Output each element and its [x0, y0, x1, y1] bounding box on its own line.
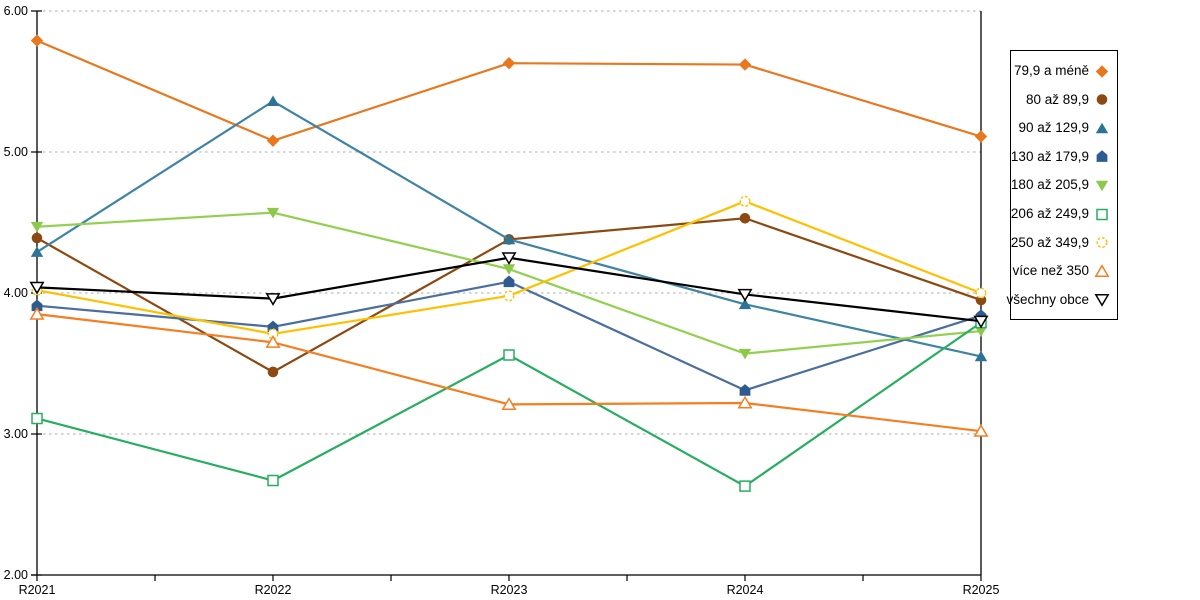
- y-tick-label: 3.00: [4, 427, 28, 441]
- chart-series-8: [29, 306, 989, 437]
- legend-label: 250 až 349,9: [1010, 234, 1089, 250]
- series-line: [36, 313, 982, 433]
- data-point-marker: [739, 195, 751, 207]
- legend-item-2: 80 až 89,9: [1011, 86, 1117, 112]
- chart-series-3: [30, 95, 988, 362]
- x-tick-label: R2025: [963, 583, 1000, 597]
- data-point-marker: [31, 412, 43, 425]
- triangle-down-marker-icon: [1094, 294, 1110, 308]
- data-point-marker: [267, 366, 279, 378]
- series-line: [36, 39, 982, 142]
- legend-item-6: 206 až 249,9: [1011, 201, 1117, 227]
- data-point-marker: [737, 395, 753, 409]
- diamond-marker-icon: [1095, 64, 1109, 78]
- data-point-marker: [738, 348, 752, 360]
- chart-series-7: [31, 195, 987, 340]
- pentagon-marker-icon: [1096, 150, 1108, 163]
- data-point-marker: [974, 326, 988, 337]
- y-tick-label: 5.00: [4, 145, 28, 159]
- legend-item-8: více než 350: [1011, 258, 1117, 284]
- legend-label: 206 až 249,9: [1010, 206, 1089, 222]
- data-point-marker: [739, 212, 751, 224]
- legend: 79,9 a méně 80 až 89,9 90 až 129,9 130 až 1…: [1006, 50, 1118, 320]
- data-point-marker: [973, 315, 989, 329]
- data-point-marker: [738, 58, 752, 71]
- legend-label: 79,9 a méně: [1013, 63, 1089, 79]
- circle-marker-icon: [1096, 94, 1108, 105]
- chart-series-1: [30, 34, 988, 147]
- legend-item-7: 250 až 349,9: [1011, 229, 1117, 255]
- data-point-marker: [31, 299, 43, 312]
- x-tick-label: R2024: [727, 583, 764, 597]
- data-point-marker: [737, 288, 753, 302]
- data-point-marker: [975, 287, 987, 299]
- data-point-marker: [30, 246, 44, 257]
- data-point-marker: [502, 56, 516, 70]
- data-point-marker: [503, 275, 515, 288]
- triangle-up-marker-icon: [1094, 263, 1110, 277]
- data-point-marker: [31, 232, 43, 244]
- triangle-down-marker-icon: [1095, 180, 1109, 192]
- legend-label: 130 až 179,9: [1010, 148, 1089, 164]
- legend-item-3: 90 až 129,9: [1011, 115, 1117, 141]
- chart-series-5: [30, 207, 988, 360]
- legend-label: všechny obce: [1006, 291, 1089, 307]
- data-point-marker: [973, 423, 989, 437]
- data-point-marker: [30, 34, 44, 47]
- x-tick-label: R2021: [19, 583, 56, 597]
- data-point-marker: [266, 134, 280, 147]
- data-point-marker: [503, 290, 515, 302]
- data-point-marker: [29, 281, 45, 295]
- data-point-marker: [738, 298, 752, 310]
- square-marker-icon: [1096, 208, 1108, 220]
- data-point-marker: [29, 306, 45, 320]
- data-point-marker: [265, 293, 281, 306]
- legend-item-9: všechny obce: [1006, 286, 1117, 312]
- x-tick-label: R2023: [491, 583, 528, 597]
- data-point-marker: [739, 384, 751, 396]
- data-point-marker: [974, 130, 988, 143]
- data-point-marker: [974, 350, 988, 362]
- y-tick-label: 6.00: [4, 4, 28, 18]
- legend-item-4: 130 až 179,9: [1011, 143, 1117, 169]
- chart-series-9: [29, 252, 989, 329]
- data-point-marker: [501, 252, 517, 266]
- legend-item-5: 180 až 205,9: [1011, 172, 1117, 198]
- legend-label: více než 350: [1012, 263, 1089, 279]
- legend-label: 90 až 129,9: [1018, 120, 1089, 136]
- data-point-marker: [739, 480, 751, 492]
- data-point-marker: [502, 264, 516, 275]
- circle-marker-icon: [1096, 237, 1108, 249]
- y-tick-label: 4.00: [4, 286, 28, 300]
- data-point-marker: [267, 474, 279, 487]
- x-tick-label: R2022: [255, 583, 292, 597]
- legend-label: 180 až 205,9: [1010, 177, 1089, 193]
- data-point-marker: [501, 397, 517, 410]
- triangle-up-marker-icon: [1095, 122, 1109, 134]
- legend-label: 80 až 89,9: [1025, 91, 1089, 107]
- data-point-marker: [266, 95, 280, 107]
- legend-item-1: 79,9 a méně: [1011, 58, 1117, 84]
- data-point-marker: [502, 233, 516, 245]
- data-point-marker: [30, 221, 44, 233]
- data-point-marker: [265, 335, 281, 348]
- data-point-marker: [267, 328, 279, 340]
- chart-series-6: [31, 316, 987, 492]
- data-point-marker: [266, 207, 280, 219]
- y-tick-label: 2.00: [4, 568, 28, 582]
- data-point-marker: [503, 349, 515, 361]
